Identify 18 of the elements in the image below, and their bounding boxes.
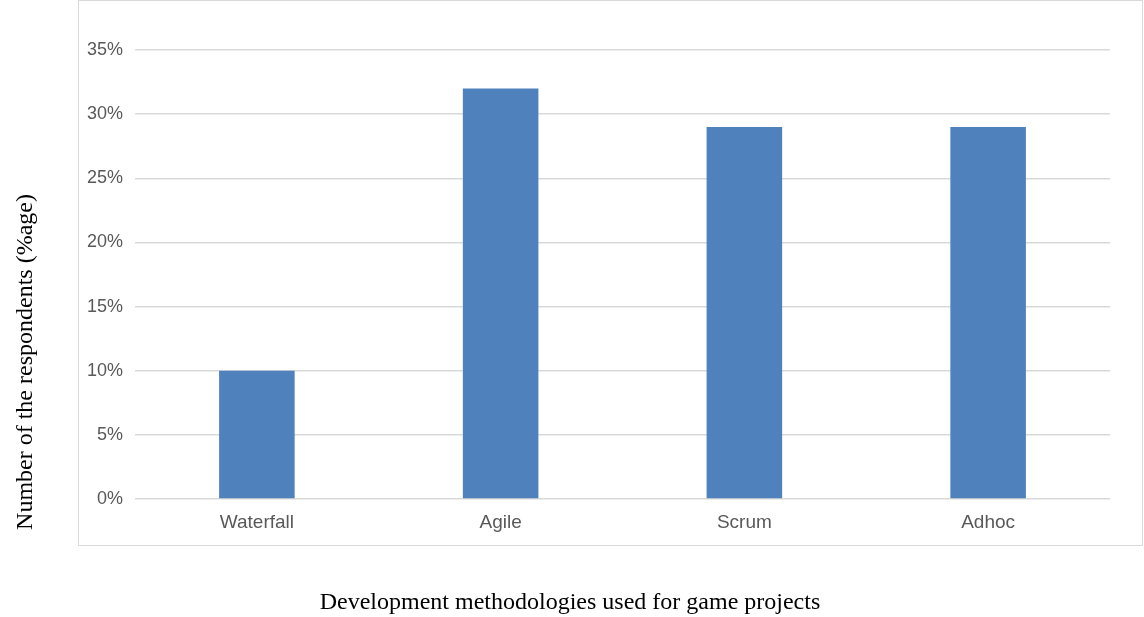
bar xyxy=(706,126,783,499)
bar xyxy=(462,88,539,499)
y-tick-label: 25% xyxy=(86,167,123,188)
x-tick-label: Scrum xyxy=(716,510,772,532)
x-tick-label: Adhoc xyxy=(961,510,1016,532)
y-axis-title: Number of the respondents (%age) xyxy=(11,194,38,530)
y-tick-label: 30% xyxy=(86,103,123,124)
y-tick-label: 35% xyxy=(86,38,123,59)
y-tick-label: 10% xyxy=(86,359,123,380)
bar xyxy=(950,126,1026,499)
y-tick-label: 20% xyxy=(86,231,123,252)
x-tick-label: Waterfall xyxy=(219,510,295,532)
y-tick-label: 15% xyxy=(86,295,123,316)
x-tick-label: Agile xyxy=(479,510,522,532)
bar xyxy=(219,370,295,499)
y-tick-label: 5% xyxy=(96,423,123,444)
y-tick-label: 0% xyxy=(96,487,123,508)
x-axis-title: Development methodologies used for game projects xyxy=(319,588,821,615)
